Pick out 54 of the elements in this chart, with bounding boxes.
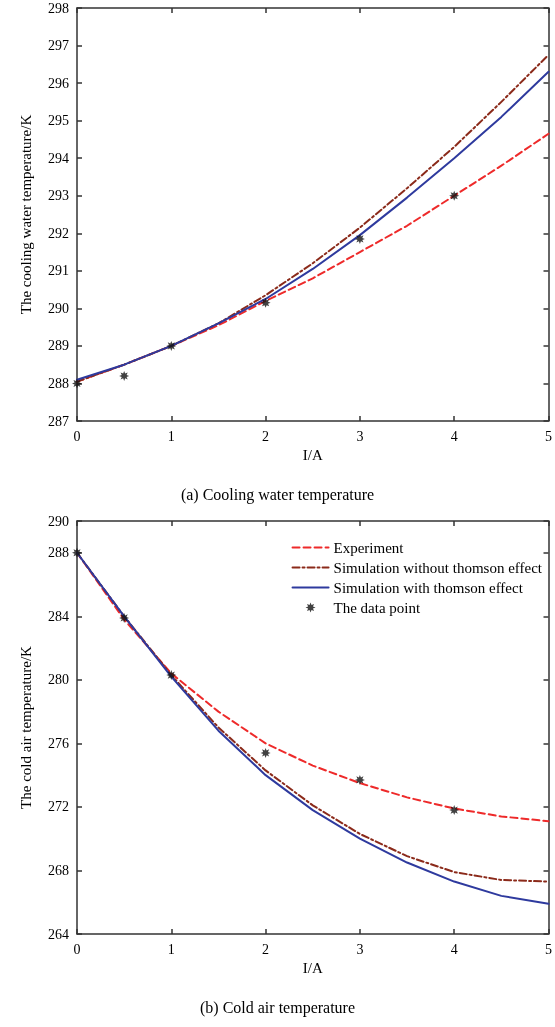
- x-tick-label: 3: [356, 941, 364, 957]
- y-axis-title: The cooling water temperature/K: [17, 114, 34, 315]
- x-tick-label: 3: [356, 428, 364, 444]
- x-axis-title: I/A: [302, 960, 323, 977]
- y-tick-label: 290: [48, 300, 69, 316]
- legend-label: Experiment: [333, 539, 405, 556]
- y-tick-label: 293: [48, 188, 69, 204]
- point: [449, 190, 460, 201]
- point: [72, 378, 82, 389]
- y-tick-label: 264: [48, 926, 69, 942]
- x-tick-label: 5: [545, 428, 552, 444]
- y-axis-title: The cold air temperature/K: [17, 645, 34, 809]
- x-axis-title: I/A: [302, 447, 323, 464]
- point: [260, 747, 271, 758]
- legend-label: Simulation with thomson effect: [333, 579, 524, 596]
- text: (b) Cold air temperature: [199, 998, 356, 1017]
- x-tick-label: 0: [73, 428, 81, 444]
- y-tick-label: 284: [48, 608, 69, 624]
- legend-label: Simulation without thomson effect: [333, 559, 543, 576]
- y-tick-label: 296: [48, 75, 69, 91]
- point: [119, 612, 130, 623]
- x-tick-label: 4: [450, 428, 458, 444]
- y-tick-label: 297: [48, 38, 69, 54]
- y-tick-label: 268: [48, 862, 69, 878]
- point: [72, 547, 82, 558]
- x-tick-label: 1: [167, 941, 175, 957]
- y-tick-label: 291: [48, 263, 69, 279]
- x-tick-label: 0: [73, 941, 81, 957]
- point: [166, 670, 177, 681]
- y-tick-label: 295: [48, 113, 69, 129]
- y-tick-label: 288: [48, 375, 69, 391]
- point: [119, 370, 130, 381]
- y-tick-label: 298: [48, 0, 69, 16]
- point: [166, 340, 177, 351]
- point: [354, 774, 365, 785]
- x-tick-label: 2: [262, 428, 270, 444]
- y-tick-label: 289: [48, 338, 69, 354]
- x-tick-label: 4: [450, 941, 458, 957]
- legend-label: The data point: [333, 599, 422, 616]
- y-tick-label: 280: [48, 672, 69, 688]
- point: [449, 805, 460, 816]
- y-tick-label: 292: [48, 225, 69, 241]
- x-tick-label: 1: [167, 428, 175, 444]
- y-tick-label: 272: [48, 799, 69, 815]
- point: [260, 297, 271, 308]
- text: (a) Cooling water temperature: [180, 485, 375, 504]
- y-tick-label: 290: [48, 513, 69, 529]
- y-tick-label: 276: [48, 735, 69, 751]
- y-tick-label: 287: [48, 413, 69, 429]
- point: [354, 233, 365, 244]
- y-tick-label: 294: [48, 150, 69, 166]
- y-tick-label: 288: [48, 545, 69, 561]
- x-tick-label: 2: [262, 941, 270, 957]
- x-tick-label: 5: [545, 941, 552, 957]
